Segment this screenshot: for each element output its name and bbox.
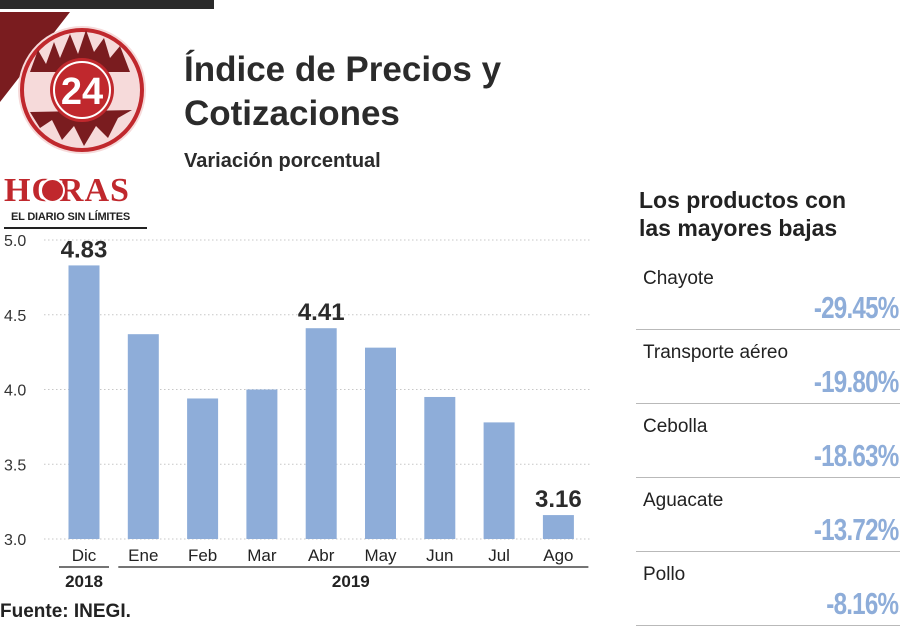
list-item: Chayote -29.45% xyxy=(636,256,900,330)
bar-mar xyxy=(246,389,278,539)
year-label: 2019 xyxy=(332,572,370,591)
logo-number: 24 xyxy=(61,71,103,113)
x-tick-label: Ago xyxy=(543,546,573,565)
bar-dic xyxy=(68,265,100,539)
product-name: Aguacate xyxy=(643,490,724,511)
bar-jun xyxy=(424,396,456,539)
bar-jul xyxy=(483,422,515,539)
y-tick-label: 4.5 xyxy=(4,308,26,325)
product-value: -13.72% xyxy=(813,512,898,547)
logo-name: HORAS xyxy=(4,172,130,209)
x-tick-label: Dic xyxy=(72,546,97,565)
logo-emblem: 24 xyxy=(0,12,146,154)
source-note: Fuente: INEGI. xyxy=(0,601,131,622)
x-tick-label: Feb xyxy=(188,546,217,565)
product-value: -8.16% xyxy=(826,586,899,621)
product-name: Chayote xyxy=(643,268,714,289)
bar-abr xyxy=(305,328,337,539)
side-title-line-2: las mayores bajas xyxy=(639,215,838,241)
x-tick-label: Mar xyxy=(247,546,277,565)
bar-may xyxy=(365,347,396,539)
bar-ago xyxy=(542,515,574,539)
logo-rule xyxy=(4,227,147,229)
list-item: Cebolla -18.63% xyxy=(636,404,900,478)
bar-feb xyxy=(187,398,219,539)
logo: 24 HORAS EL DIARIO SIN LÍMITES xyxy=(0,12,150,229)
side-title-line-1: Los productos con xyxy=(639,187,846,213)
title-line-2: Cotizaciones xyxy=(184,94,400,133)
product-value: -18.63% xyxy=(813,438,898,473)
y-tick-label: 4.0 xyxy=(4,383,26,400)
x-tick-label: May xyxy=(364,546,397,565)
product-value: -29.45% xyxy=(813,290,898,325)
title-line-1: Índice de Precios y xyxy=(184,50,502,89)
subtitle: Variación porcentual xyxy=(184,150,381,172)
list-item: Aguacate -13.72% xyxy=(636,478,900,552)
x-tick-label: Jun xyxy=(426,546,453,565)
product-name: Transporte aéreo xyxy=(643,342,789,363)
list-item: Transporte aéreo -19.80% xyxy=(636,330,900,404)
logo-tagline: EL DIARIO SIN LÍMITES xyxy=(11,211,131,223)
bar-chart: 3.0 3.5 4.0 4.5 5.0 Dic Ene Feb Mar Abr May Jun Jul A… xyxy=(4,233,590,591)
page-title: Índice de Precios y Cotizaciones xyxy=(184,48,501,136)
clock-icon xyxy=(40,178,65,203)
bar-ene xyxy=(127,334,159,539)
side-panel-list: Chayote -29.45% Transporte aéreo -19.80%… xyxy=(636,256,900,626)
y-tick-label: 3.5 xyxy=(4,457,26,474)
y-tick-label: 3.0 xyxy=(4,532,26,549)
product-name: Pollo xyxy=(643,564,686,585)
x-tick-label: Abr xyxy=(308,546,335,565)
y-tick-label: 5.0 xyxy=(4,233,26,250)
x-tick-label: Ene xyxy=(128,546,158,565)
x-tick-label: Jul xyxy=(488,546,510,565)
data-label: 4.41 xyxy=(298,299,345,326)
data-label: 3.16 xyxy=(535,486,582,513)
list-item: Pollo -8.16% xyxy=(636,552,900,626)
product-name: Cebolla xyxy=(643,416,708,437)
top-strip xyxy=(0,0,214,9)
year-label: 2018 xyxy=(65,572,103,591)
side-panel-title: Los productos con las mayores bajas xyxy=(639,186,846,242)
data-label: 4.83 xyxy=(61,236,108,263)
product-value: -19.80% xyxy=(813,364,898,399)
